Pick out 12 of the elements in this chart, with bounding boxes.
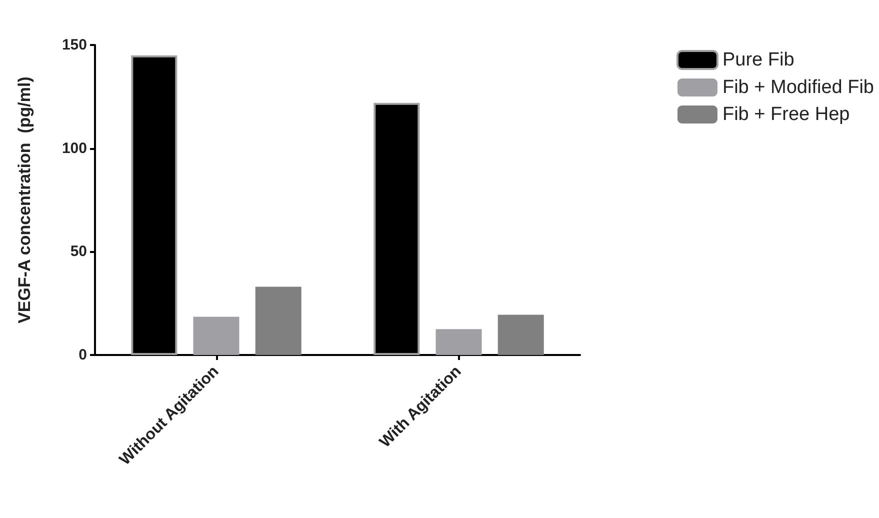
y-tick-label: 100 [62,140,87,157]
bar [498,314,544,355]
legend-label: Fib + Modified Fib [722,77,874,98]
legend-label: Fib + Free Hep [722,104,850,125]
bar [255,286,302,355]
y-tick-label: 50 [70,243,87,260]
y-tick-label: 150 [62,36,87,54]
legend-label: Pure Fib [722,50,794,70]
y-tick-label: 0 [78,346,87,364]
bar [436,329,482,355]
bar [193,316,240,355]
y-axis-title: VEGF-A concentration (pg/ml) [15,76,34,324]
